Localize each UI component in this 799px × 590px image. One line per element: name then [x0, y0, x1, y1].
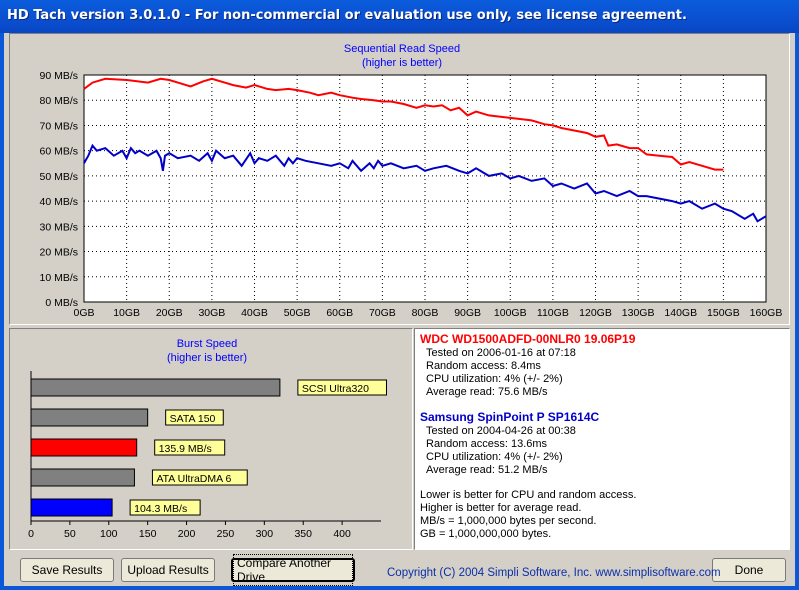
- burst-bar: [30, 498, 113, 517]
- y-tick-label: 70 MB/s: [39, 120, 78, 132]
- chart-grid: [83, 74, 767, 303]
- drive2-name: Samsung SpinPoint P SP1614C: [420, 410, 600, 424]
- burst-bar-label: 104.3 MB/s: [134, 503, 187, 515]
- y-tick-label: 0 MB/s: [45, 297, 78, 309]
- x-tick-label: 100GB: [494, 307, 527, 319]
- chart-title: Sequential Read Speed: [344, 43, 460, 55]
- burst-tick-label: 400: [333, 528, 351, 540]
- burst-label-box: [297, 379, 387, 396]
- x-tick-label: 120GB: [579, 307, 612, 319]
- burst-bar-label: 135.9 MB/s: [159, 443, 212, 455]
- drive1-name: WDC WD1500ADFD-00NLR0 19.06P19: [420, 332, 636, 346]
- x-tick-label: 10GB: [113, 307, 140, 319]
- series-line-2: [83, 143, 767, 223]
- y-tick-label: 90 MB/s: [39, 70, 78, 82]
- upload-results-label: Upload Results: [127, 563, 209, 577]
- burst-tick-label: 50: [64, 528, 76, 540]
- burst-label-box: [129, 499, 201, 516]
- window-title: HD Tach version 3.0.1.0 - For non-commer…: [7, 8, 687, 23]
- x-tick-label: 130GB: [622, 307, 655, 319]
- x-tick-label: 70GB: [369, 307, 396, 319]
- burst-label-box: [154, 439, 226, 456]
- burst-tick-label: 350: [294, 528, 312, 540]
- compare-another-drive-label: Compare Another Drive: [233, 554, 353, 586]
- y-tick-label: 30 MB/s: [39, 221, 78, 233]
- burst-speed-panel: Burst Speed (higher is better) SCSI Ultr…: [9, 328, 413, 550]
- y-tick-label: 10 MB/s: [39, 272, 78, 284]
- burst-speed-chart: Burst Speed (higher is better) SCSI Ultr…: [28, 338, 387, 540]
- drive2-avg: Average read: 51.2 MB/s: [426, 464, 548, 476]
- burst-bar: [30, 438, 138, 457]
- results-panel: WDC WD1500ADFD-00NLR0 19.06P19 Tested on…: [414, 328, 790, 550]
- note-gb: GB = 1,000,000,000 bytes.: [420, 528, 552, 540]
- save-results-label: Save Results: [31, 563, 103, 577]
- burst-tick-label: 250: [217, 528, 235, 540]
- burst-tick-label: 0: [28, 528, 34, 540]
- y-tick-label: 20 MB/s: [39, 247, 78, 259]
- copyright-link[interactable]: Copyright (C) 2004 Simpli Software, Inc.…: [387, 567, 721, 579]
- drive1-cpu: CPU utilization: 4% (+/- 2%): [426, 373, 563, 385]
- burst-label-box: [165, 409, 224, 426]
- y-tick-label: 60 MB/s: [39, 146, 78, 158]
- x-tick-label: 150GB: [707, 307, 740, 319]
- burst-bar: [30, 408, 149, 427]
- note-read: Higher is better for average read.: [420, 502, 582, 514]
- sequential-read-chart: Sequential Read Speed (higher is better)…: [39, 43, 782, 319]
- done-button[interactable]: Done: [712, 558, 786, 582]
- series-line-1: [83, 77, 724, 171]
- note-mbs: MB/s = 1,000,000 bytes per second.: [420, 515, 597, 527]
- burst-title: Burst Speed: [177, 338, 238, 350]
- drive1-tested: Tested on 2006-01-16 at 07:18: [426, 347, 576, 359]
- chart-subtitle: (higher is better): [362, 57, 442, 69]
- burst-tick-label: 150: [139, 528, 157, 540]
- burst-bar-label: SATA 150: [170, 413, 216, 425]
- burst-tick-label: 200: [178, 528, 196, 540]
- burst-tick-label: 100: [100, 528, 118, 540]
- x-tick-label: 20GB: [156, 307, 183, 319]
- drive2-random: Random access: 13.6ms: [426, 438, 548, 450]
- burst-bar-label: ATA UltraDMA 6: [156, 473, 231, 485]
- save-results-button[interactable]: Save Results: [20, 558, 114, 582]
- x-tick-label: 50GB: [284, 307, 311, 319]
- x-tick-label: 80GB: [412, 307, 439, 319]
- x-tick-label: 160GB: [750, 307, 783, 319]
- x-tick-label: 60GB: [326, 307, 353, 319]
- y-tick-label: 50 MB/s: [39, 171, 78, 183]
- x-tick-label: 110GB: [537, 307, 569, 319]
- x-tick-label: 140GB: [664, 307, 697, 319]
- title-bar[interactable]: HD Tach version 3.0.1.0 - For non-commer…: [0, 0, 799, 33]
- note-cpu: Lower is better for CPU and random acces…: [420, 489, 637, 501]
- burst-bar: [30, 468, 135, 487]
- burst-bars: SCSI Ultra320 SATA 150 135.9 MB/s ATA Ultra…: [30, 378, 387, 517]
- y-tick-label: 40 MB/s: [39, 196, 78, 208]
- x-tick-label: 0GB: [73, 307, 94, 319]
- burst-tick-label: 300: [256, 528, 274, 540]
- x-tick-label: 90GB: [454, 307, 481, 319]
- drive2-tested: Tested on 2004-04-26 at 00:38: [426, 425, 576, 437]
- y-tick-label: 80 MB/s: [39, 95, 78, 107]
- x-axis-labels: 0GB 10GB 20GB 30GB 40GB 50GB 60GB 70GB 80GB 90GB 1…: [73, 307, 782, 319]
- x-tick-label: 40GB: [241, 307, 268, 319]
- sequential-read-panel: Sequential Read Speed (higher is better)…: [9, 33, 790, 325]
- x-tick-label: 30GB: [198, 307, 225, 319]
- upload-results-button[interactable]: Upload Results: [121, 558, 215, 582]
- drive2-cpu: CPU utilization: 4% (+/- 2%): [426, 451, 563, 463]
- drive1-random: Random access: 8.4ms: [426, 360, 541, 372]
- client-area: Sequential Read Speed (higher is better)…: [4, 33, 795, 586]
- burst-subtitle: (higher is better): [167, 352, 247, 364]
- compare-another-drive-button[interactable]: Compare Another Drive: [231, 554, 355, 586]
- y-axis-labels: 90 MB/s 80 MB/s 70 MB/s 60 MB/s 50 MB/s 40 MB…: [39, 70, 78, 309]
- burst-x-axis: 0 50 100 150 200 250 300 350 400: [28, 371, 381, 540]
- burst-bar-label: SCSI Ultra320: [302, 383, 369, 395]
- burst-bar: [30, 378, 281, 397]
- burst-label-box: [151, 469, 248, 486]
- done-label: Done: [734, 563, 764, 577]
- drive1-avg: Average read: 75.6 MB/s: [426, 386, 548, 398]
- chart-series: [83, 77, 767, 223]
- plot-area: [83, 74, 767, 303]
